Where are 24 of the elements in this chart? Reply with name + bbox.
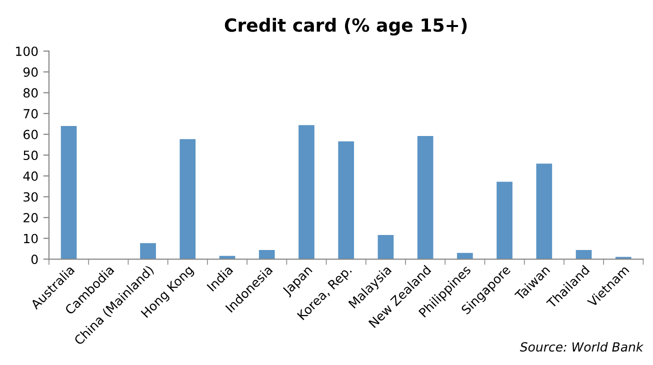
bar xyxy=(338,141,354,260)
bar xyxy=(298,125,314,260)
chart-title: Credit card (% age 15+) xyxy=(224,18,467,36)
source-note: Source: World Bank xyxy=(520,342,644,352)
y-tick-label: 0 xyxy=(31,254,38,264)
bar xyxy=(180,139,196,260)
bar xyxy=(496,182,512,260)
y-tick-label: 60 xyxy=(24,130,38,140)
bar xyxy=(536,164,552,260)
y-tick-label: 70 xyxy=(24,108,38,118)
bar xyxy=(378,235,394,260)
y-tick-label: 20 xyxy=(24,213,38,222)
bar xyxy=(576,250,592,260)
y-tick-label: 10 xyxy=(24,234,38,244)
y-tick-label: 80 xyxy=(24,88,38,98)
y-tick-label: 50 xyxy=(24,150,38,160)
y-tick-label: 30 xyxy=(24,192,38,202)
y-tick-label: 40 xyxy=(23,171,38,181)
bar xyxy=(417,136,434,260)
y-tick-label: 100 xyxy=(16,46,38,56)
y-tick-label: 90 xyxy=(23,67,38,77)
bar xyxy=(60,126,77,260)
bar xyxy=(258,250,275,260)
bar xyxy=(140,243,156,260)
